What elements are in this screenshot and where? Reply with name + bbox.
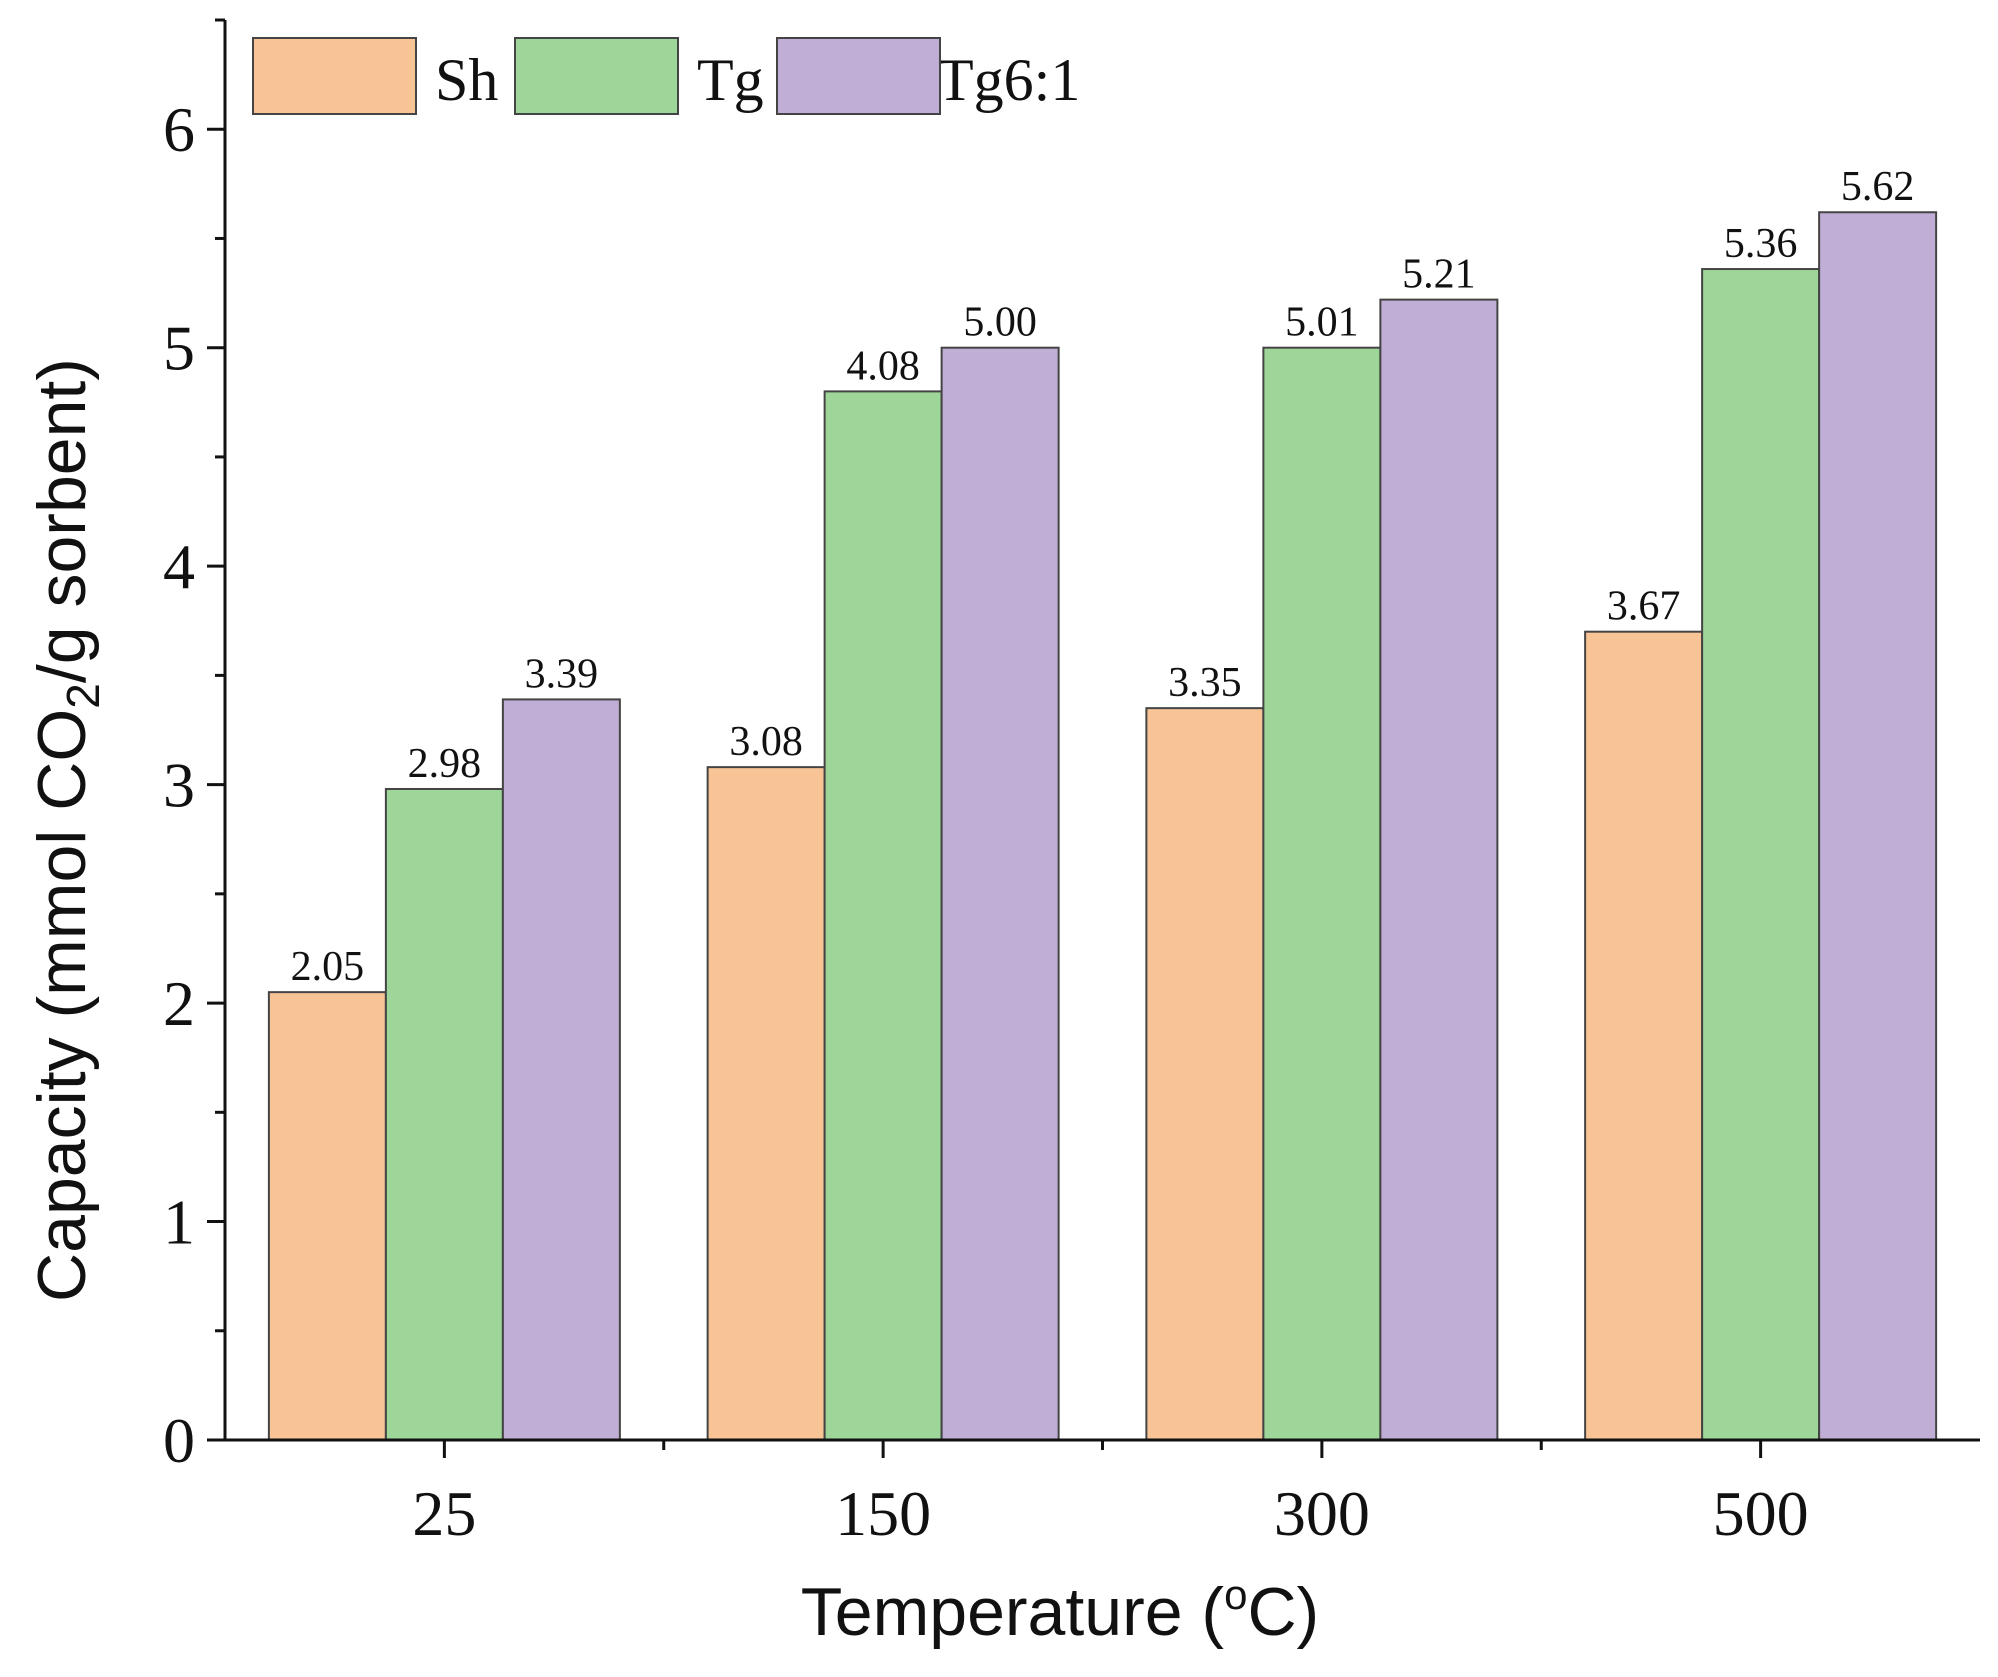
bar-sh-150	[706, 766, 826, 1441]
x-tick-label: 25	[412, 1478, 476, 1549]
y-tick-label: 3	[163, 750, 195, 821]
bar-sh-500	[1584, 630, 1704, 1441]
bar-sh-25	[267, 991, 387, 1442]
y-tick-label: 2	[163, 968, 195, 1039]
bar-tg61-150	[940, 346, 1060, 1442]
legend-label: Sh	[435, 47, 498, 113]
data-label: 3.67	[1607, 584, 1681, 630]
data-label: 2.05	[291, 944, 365, 990]
y-tick-label: 6	[163, 94, 195, 165]
x-tick-label: 500	[1713, 1478, 1809, 1549]
bar-tg61-300	[1379, 298, 1499, 1442]
bar-tg-300	[1262, 346, 1382, 1442]
axes-layer: 0 1 2 3 4 5 6 25 150 300 500	[163, 18, 1980, 1549]
legend-label: Tg	[697, 47, 764, 113]
data-label: 5.00	[963, 300, 1037, 346]
y-tick-label: 4	[163, 531, 195, 602]
x-tick-label: 150	[835, 1478, 931, 1549]
bars-layer	[267, 211, 1938, 1442]
legend-label: Tg6:1	[937, 47, 1080, 113]
data-labels-layer: 2.05 2.98 3.39 3.08 4.08 5.00 3.35 5.01 5.21 3.67…	[291, 164, 1915, 990]
y-axis-title: Capacity (mmol CO2/g sorbent)	[24, 358, 109, 1302]
data-label: 4.08	[846, 343, 920, 389]
legend-swatch	[252, 37, 417, 115]
data-label: 3.35	[1168, 660, 1242, 706]
bar-tg-500	[1701, 268, 1821, 1441]
legend-swatch	[776, 37, 941, 115]
y-tick-label: 5	[163, 313, 195, 384]
legend-swatch	[514, 37, 679, 115]
data-label: 5.36	[1724, 221, 1798, 267]
x-axis-title: Temperature (oC)	[801, 1571, 1319, 1650]
data-label: 2.98	[408, 741, 482, 787]
y-tick-label: 0	[163, 1405, 195, 1476]
data-label: 3.08	[729, 719, 803, 765]
y-tick-label: 1	[163, 1187, 195, 1258]
legend: Sh Tg Tg6:1	[252, 37, 1080, 115]
bar-tg-25	[384, 787, 504, 1441]
bar-tg-150	[823, 390, 943, 1441]
bar-sh-300	[1145, 707, 1265, 1441]
data-label: 5.62	[1841, 164, 1915, 210]
bar-tg61-500	[1818, 211, 1938, 1442]
data-label: 3.39	[525, 651, 599, 697]
data-label: 5.21	[1402, 252, 1476, 298]
bar-tg61-25	[501, 698, 621, 1441]
x-tick-label: 300	[1274, 1478, 1370, 1549]
data-label: 5.01	[1285, 300, 1359, 346]
